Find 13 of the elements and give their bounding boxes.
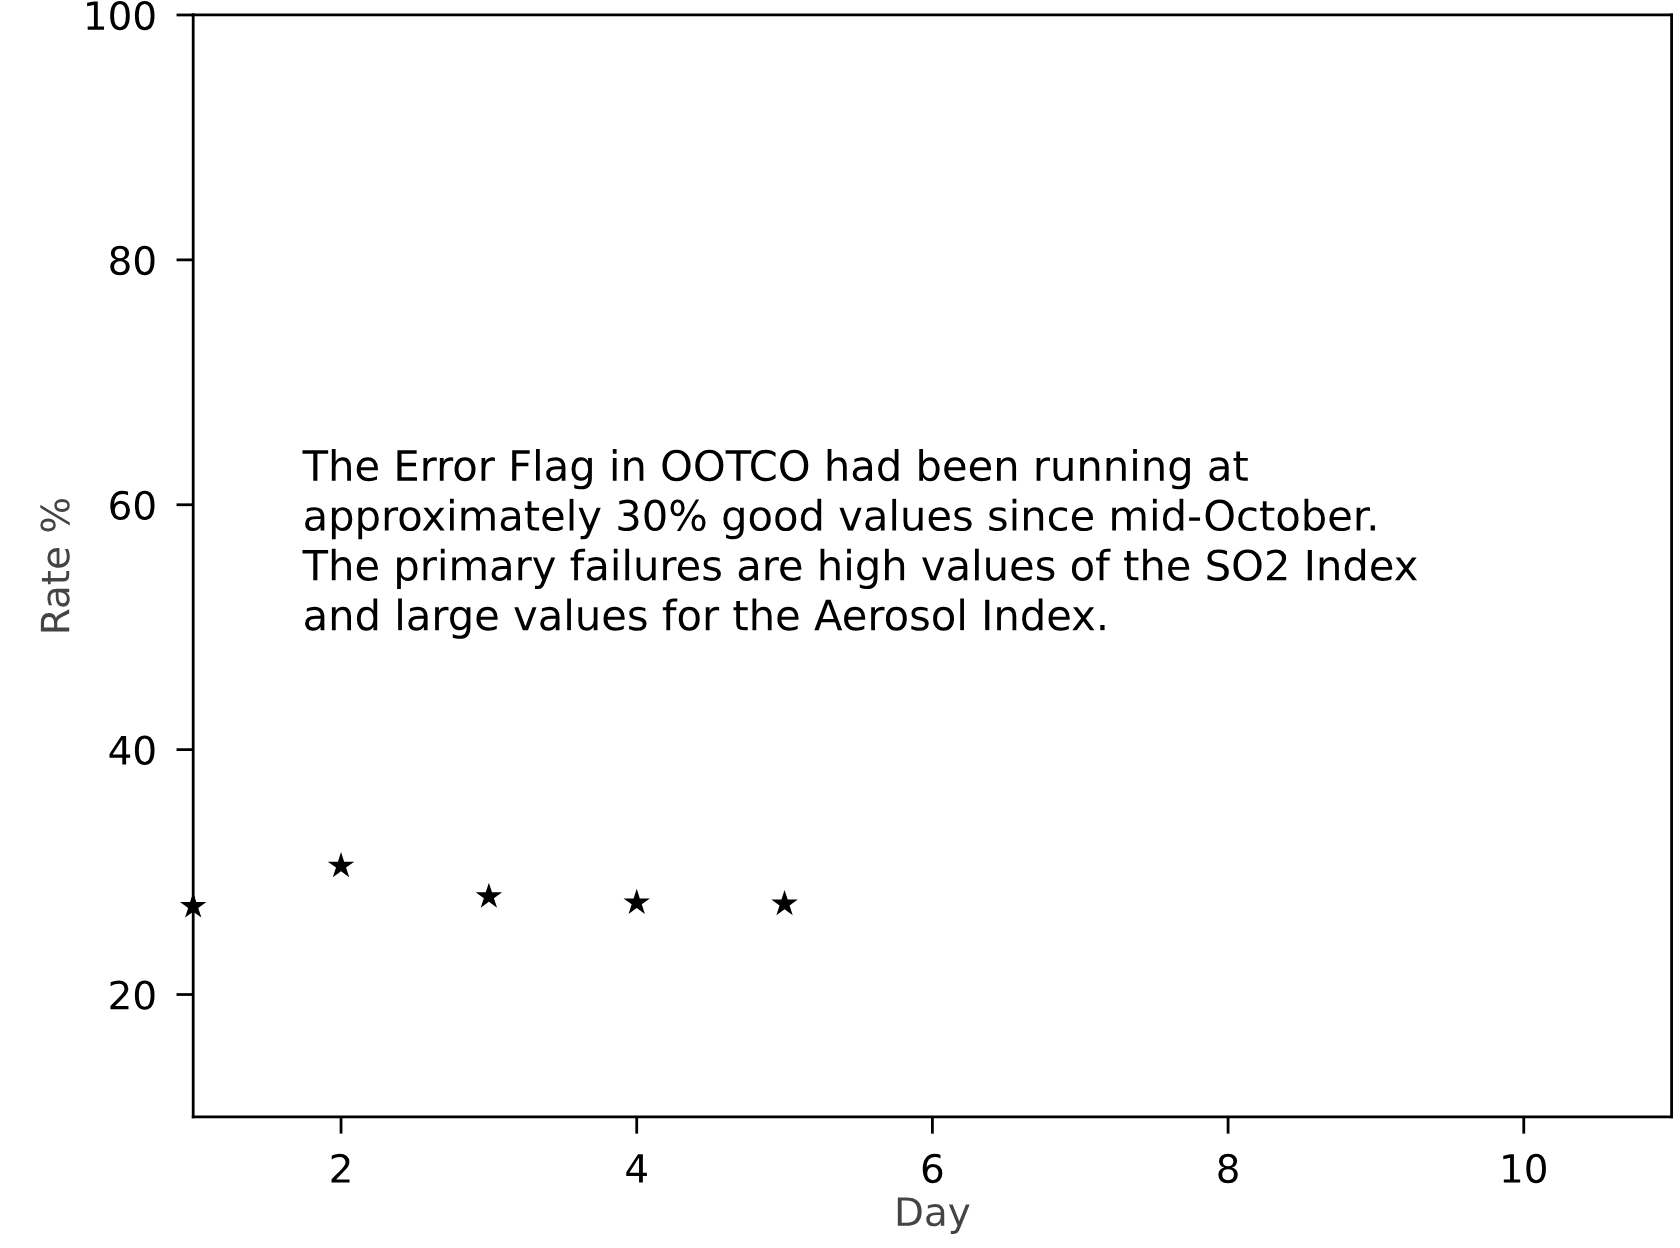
x-tick-label: 8	[1218, 1153, 1238, 1184]
y-tick-label: 60	[110, 490, 155, 521]
x-tick-label: 6	[922, 1153, 943, 1184]
x-tick-label: 10	[1503, 1153, 1546, 1184]
y-tick-label: 20	[110, 980, 155, 1010]
y-tick-label: 100	[87, 0, 155, 31]
x-tick-label: 4	[626, 1154, 647, 1183]
annotation: The Error Flag in OOTCO had been running at approximately 30% good values since mid-October. The primary failures are high values of the SO2 Index and large values for the Aerosol Index.	[302, 449, 1418, 639]
y-tick-label: 40	[109, 735, 155, 765]
x-axis-title: Day	[897, 1197, 970, 1234]
y-tick-label: 80	[110, 245, 155, 276]
y-axis-title: Rate %	[40, 498, 70, 632]
x-tick-label: 2	[331, 1153, 350, 1183]
